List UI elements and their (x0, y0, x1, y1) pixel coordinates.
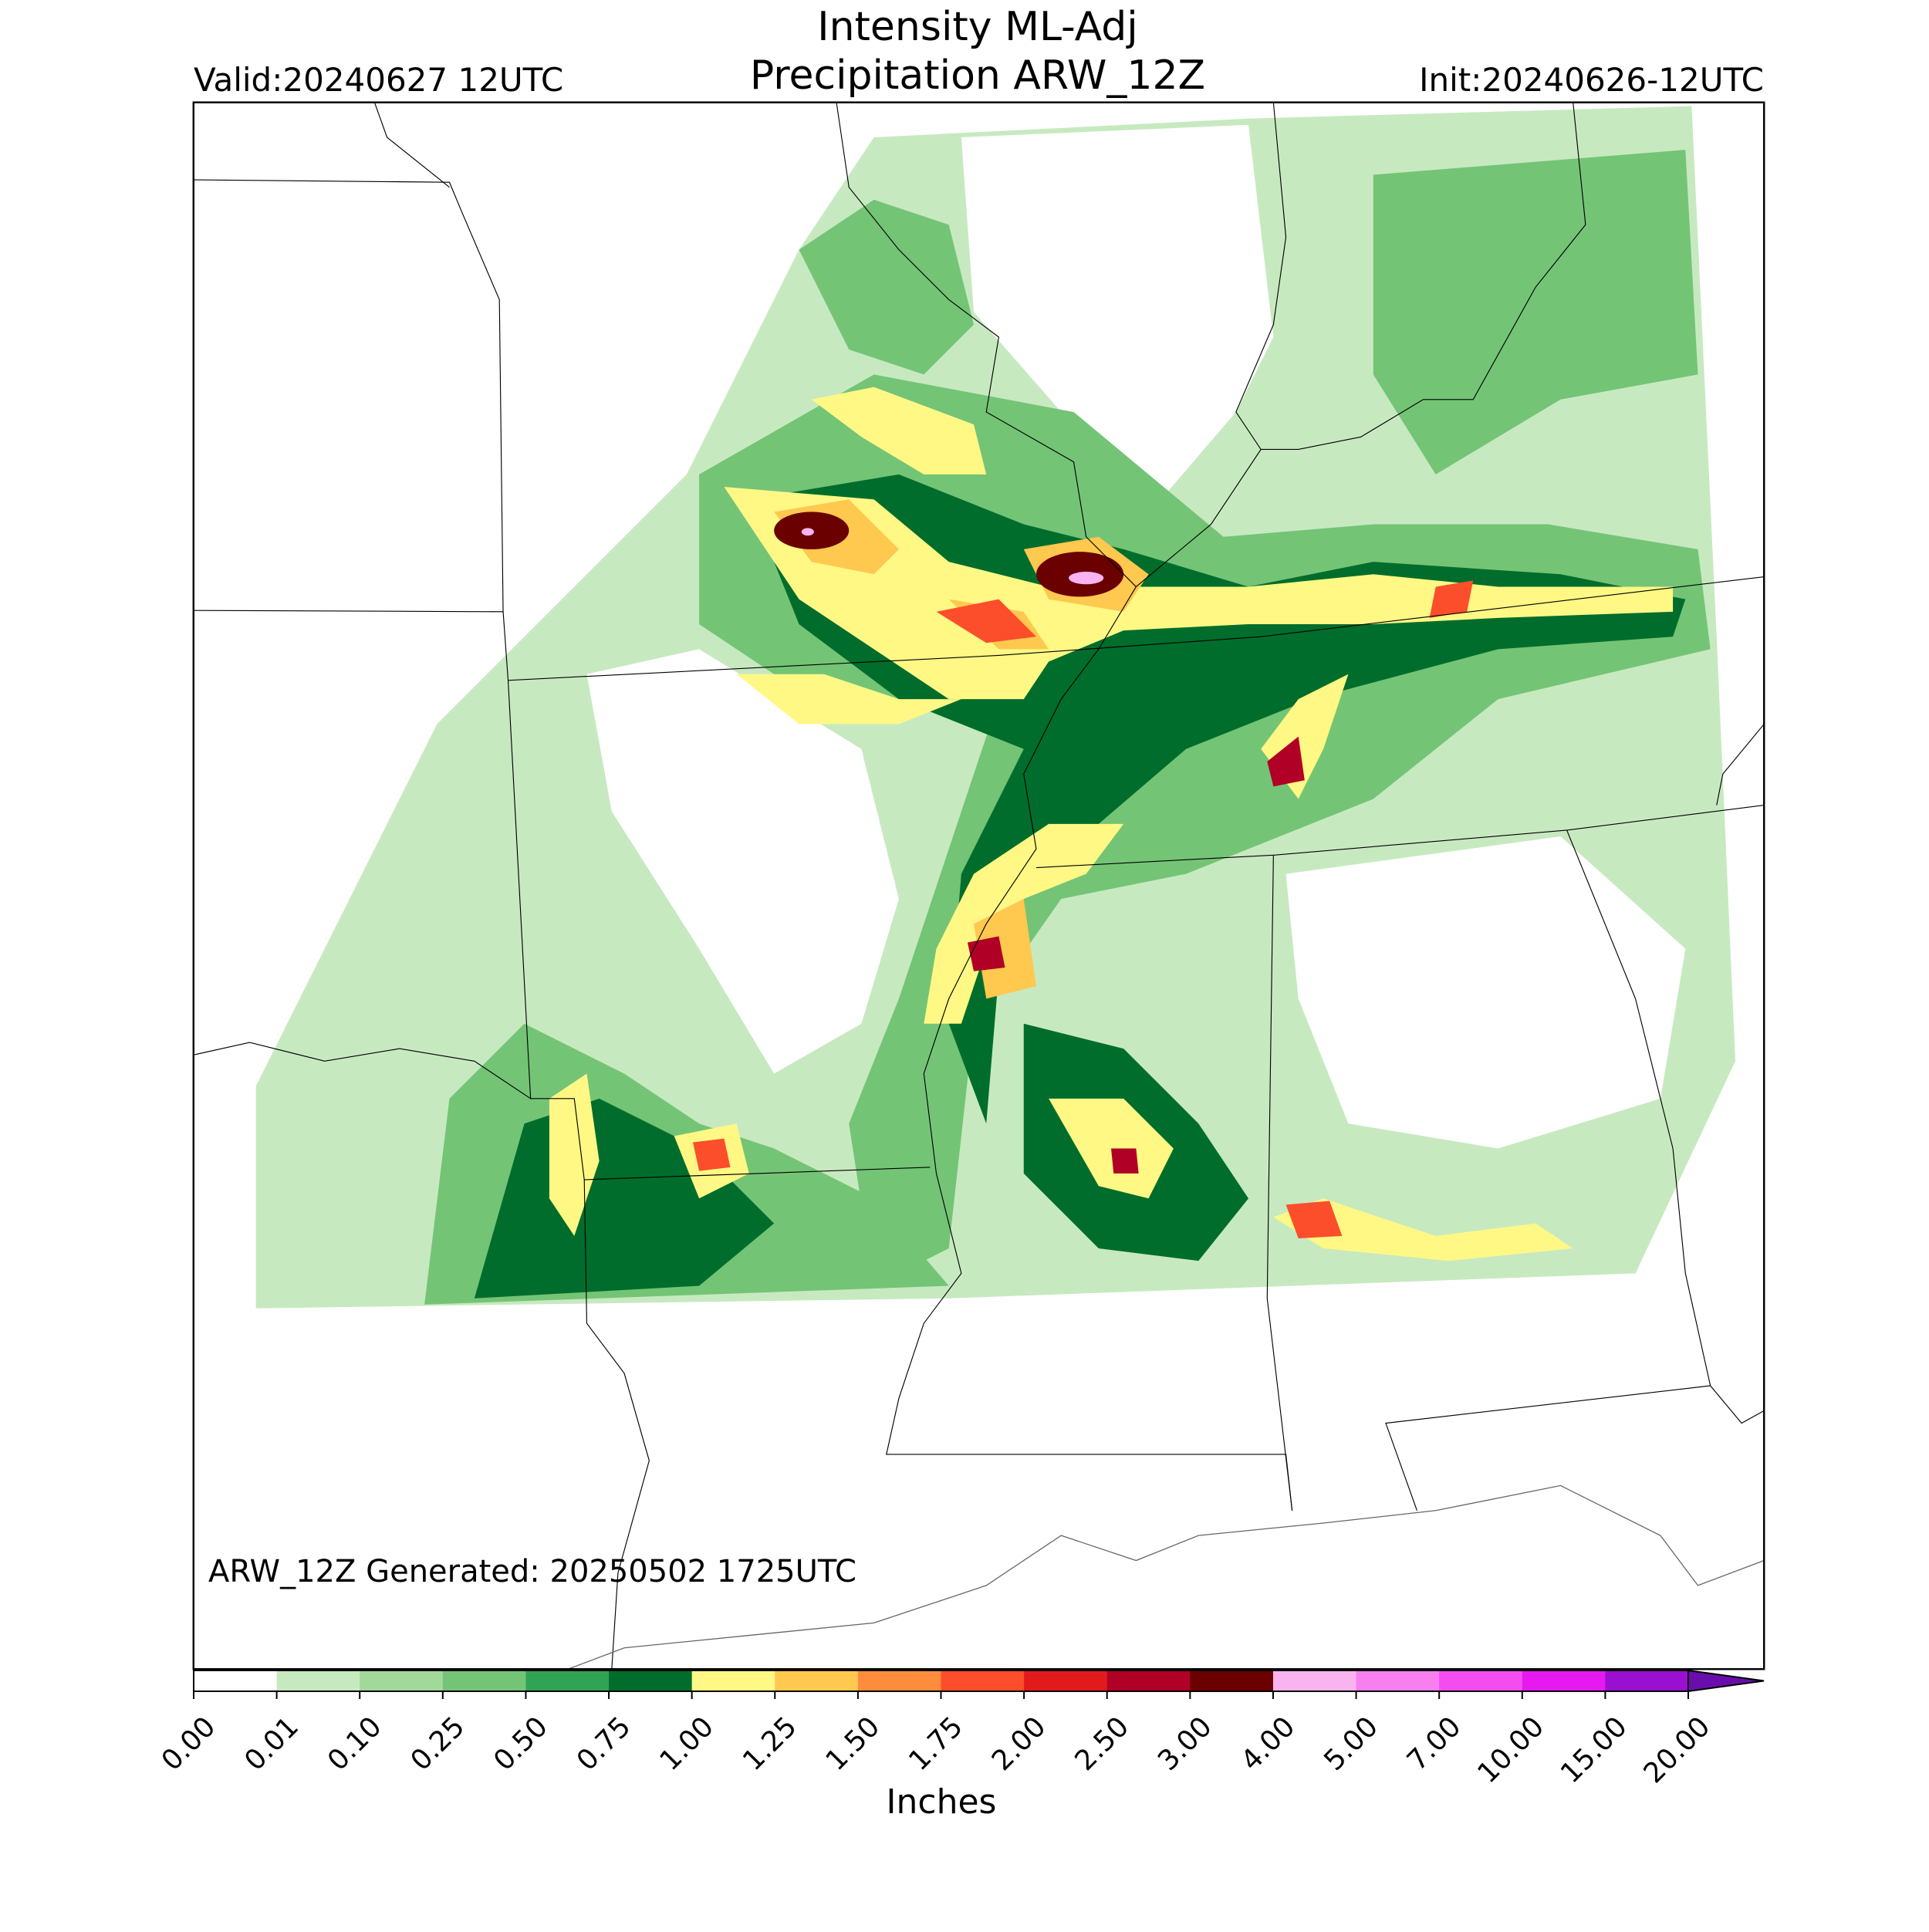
init-time: Init:20240626-12UTC (1419, 61, 1764, 99)
colorbar-bin (691, 1670, 775, 1691)
colorbar-bin (941, 1670, 1025, 1691)
borders (193, 102, 1765, 1670)
colorbar-bin (1439, 1670, 1523, 1691)
valid-time: Valid:20240627 12UTC (194, 61, 563, 99)
colorbar-bin (775, 1670, 859, 1691)
colorbar-bin (1190, 1670, 1274, 1691)
colorbar-bin (194, 1670, 278, 1691)
precip-field (255, 106, 1736, 1309)
colorbar-bin (525, 1670, 610, 1691)
title: Intensity ML-Adj (817, 4, 1138, 50)
colorbar-bin (609, 1670, 693, 1691)
colorbar-bin (1605, 1670, 1689, 1691)
colorbar-bin (276, 1670, 360, 1691)
subtitle: Precipitation ARW_12Z (750, 52, 1205, 99)
colorbar-bin (857, 1670, 941, 1691)
colorbar-label: Inches (887, 1782, 997, 1822)
colorbar-bin (1106, 1670, 1191, 1691)
colorbar-bin (360, 1670, 444, 1691)
colorbar-bin (1356, 1670, 1440, 1691)
colorbar-bin (1272, 1670, 1357, 1691)
colorbar-bin (442, 1670, 526, 1691)
colorbar-bin (1024, 1670, 1108, 1691)
generated-note: ARW_12Z Generated: 20250502 1725UTC (208, 1554, 856, 1589)
map (192, 101, 1765, 1670)
colorbar-bin (1522, 1670, 1606, 1691)
map-frame (192, 101, 1765, 1670)
